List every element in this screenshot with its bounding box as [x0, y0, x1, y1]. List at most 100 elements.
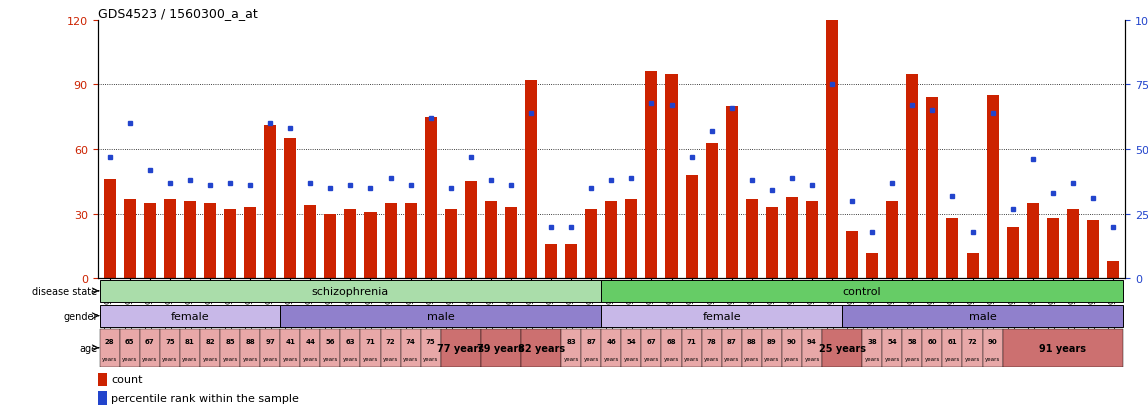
Text: 88: 88: [246, 338, 255, 344]
Text: 28: 28: [104, 338, 115, 344]
Bar: [701, 329, 722, 367]
Text: percentile rank within the sample: percentile rank within the sample: [111, 393, 300, 403]
Bar: [722, 329, 742, 367]
Bar: [1026, 204, 1039, 279]
Text: years: years: [263, 356, 278, 361]
Text: years: years: [223, 356, 238, 361]
Bar: [602, 329, 621, 367]
Bar: [946, 218, 959, 279]
Bar: [642, 329, 661, 367]
Text: age: age: [79, 343, 98, 353]
Bar: [685, 176, 698, 279]
Bar: [706, 143, 718, 279]
Text: 72: 72: [968, 338, 977, 344]
Text: 44: 44: [305, 338, 316, 344]
Bar: [986, 96, 999, 279]
Text: 38: 38: [867, 338, 877, 344]
Text: years: years: [965, 356, 980, 361]
Text: years: years: [604, 356, 619, 361]
Text: years: years: [724, 356, 739, 361]
Text: 74: 74: [405, 338, 416, 344]
Text: years: years: [363, 356, 378, 361]
Bar: [385, 204, 396, 279]
Text: years: years: [885, 356, 900, 361]
Bar: [967, 253, 978, 279]
Bar: [344, 210, 356, 279]
Text: years: years: [583, 356, 599, 361]
Text: 97: 97: [265, 338, 276, 344]
Bar: [882, 329, 902, 367]
Text: 83: 83: [566, 338, 576, 344]
Text: 82: 82: [205, 338, 215, 344]
Bar: [224, 210, 236, 279]
Bar: [481, 329, 521, 367]
Bar: [782, 329, 802, 367]
Text: years: years: [744, 356, 760, 361]
Bar: [160, 329, 180, 367]
Bar: [626, 199, 637, 279]
Bar: [605, 201, 618, 279]
Bar: [666, 74, 677, 279]
Bar: [545, 244, 557, 279]
Text: years: years: [623, 356, 639, 361]
Text: 85: 85: [225, 338, 235, 344]
Bar: [742, 329, 762, 367]
Text: years: years: [383, 356, 398, 361]
Bar: [441, 329, 481, 367]
Text: 68: 68: [667, 338, 676, 344]
Bar: [98, 373, 107, 386]
Bar: [1066, 210, 1079, 279]
Bar: [962, 329, 983, 367]
Text: years: years: [102, 356, 117, 361]
Bar: [180, 329, 200, 367]
Bar: [561, 329, 581, 367]
Bar: [621, 329, 642, 367]
Bar: [806, 201, 819, 279]
Text: 79 years: 79 years: [478, 343, 525, 353]
Bar: [465, 182, 476, 279]
Text: years: years: [805, 356, 820, 361]
Text: years: years: [864, 356, 879, 361]
Bar: [325, 214, 336, 279]
Bar: [360, 329, 380, 367]
Text: years: years: [323, 356, 338, 361]
Bar: [124, 199, 135, 279]
Text: years: years: [282, 356, 297, 361]
Bar: [119, 329, 140, 367]
Bar: [484, 201, 497, 279]
Text: years: years: [142, 356, 157, 361]
Text: years: years: [644, 356, 659, 361]
Bar: [200, 329, 220, 367]
Bar: [867, 253, 878, 279]
Text: years: years: [704, 356, 720, 361]
Text: 41: 41: [286, 338, 295, 344]
Bar: [320, 329, 341, 367]
Bar: [140, 329, 160, 367]
Text: gender: gender: [63, 311, 98, 321]
Bar: [983, 329, 1002, 367]
Text: years: years: [122, 356, 138, 361]
Bar: [906, 74, 918, 279]
Bar: [98, 392, 107, 405]
Bar: [843, 305, 1123, 327]
Text: 88: 88: [747, 338, 757, 344]
Bar: [1007, 227, 1018, 279]
Bar: [602, 280, 1123, 302]
Bar: [585, 210, 597, 279]
Bar: [766, 208, 778, 279]
Bar: [827, 21, 838, 279]
Text: 54: 54: [887, 338, 897, 344]
Bar: [926, 98, 938, 279]
Text: female: female: [703, 311, 740, 321]
Bar: [902, 329, 922, 367]
Text: years: years: [765, 356, 779, 361]
Text: 46: 46: [606, 338, 616, 344]
Text: 56: 56: [326, 338, 335, 344]
Bar: [525, 81, 537, 279]
Bar: [444, 210, 457, 279]
Bar: [822, 329, 862, 367]
Bar: [304, 206, 317, 279]
Bar: [100, 280, 602, 302]
Text: 67: 67: [145, 338, 155, 344]
Bar: [280, 329, 301, 367]
